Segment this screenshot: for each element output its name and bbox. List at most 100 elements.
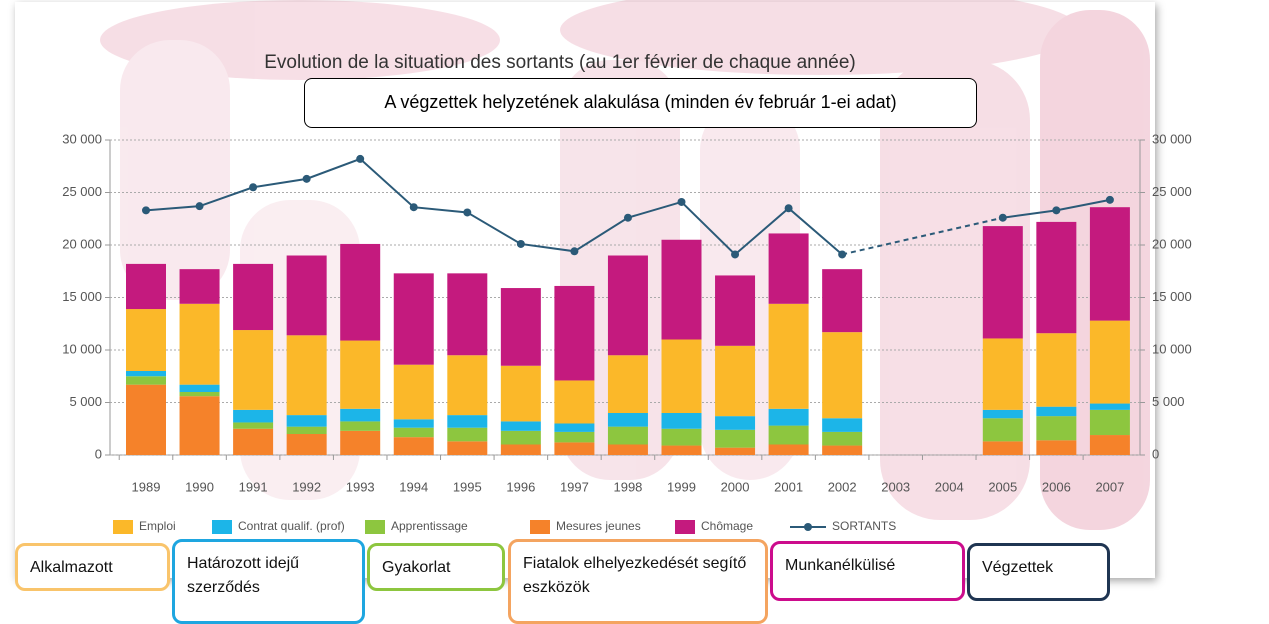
translation-box: Határozott idejű szerződés — [172, 539, 365, 624]
bar-segment — [394, 365, 434, 420]
y-tick-label: 10 000 — [62, 341, 102, 356]
y-tick-label: 20 000 — [62, 236, 102, 251]
y2-tick-label: 20 000 — [1152, 236, 1192, 251]
bar-segment — [340, 421, 380, 430]
bar-segment — [1090, 207, 1130, 320]
y-tick-label: 25 000 — [62, 184, 102, 199]
bar-segment — [180, 385, 220, 392]
bar-segment — [180, 304, 220, 385]
x-tick-label: 2006 — [1042, 479, 1071, 494]
line-point — [196, 202, 204, 210]
bar-segment — [287, 434, 327, 455]
translation-box: Alkalmazott — [15, 543, 170, 591]
bar-segment — [608, 256, 648, 356]
line-point — [731, 250, 739, 258]
line-point — [838, 250, 846, 258]
x-tick-label: 2002 — [828, 479, 857, 494]
bar-segment — [287, 256, 327, 336]
annotation: A végzettek helyzetének alakulása (minde… — [304, 78, 977, 128]
y2-tick-label: 25 000 — [1152, 184, 1192, 199]
bar-segment — [1090, 321, 1130, 404]
bar-segment — [126, 309, 166, 371]
bar-segment — [822, 432, 862, 446]
bar-segment — [983, 338, 1023, 409]
legend-label: Apprentissage — [391, 519, 468, 533]
y2-tick-label: 0 — [1152, 446, 1159, 461]
bar-segment — [287, 335, 327, 415]
bar-segment — [662, 340, 702, 414]
translation-box: Gyakorlat — [367, 543, 505, 591]
bar-segment — [287, 415, 327, 427]
bar-segment — [501, 366, 541, 422]
line-point — [517, 240, 525, 248]
bar-segment — [608, 355, 648, 413]
bar-segment — [340, 431, 380, 455]
bar-segment — [447, 415, 487, 428]
y-tick-label: 5 000 — [69, 394, 102, 409]
bar-segment — [447, 428, 487, 442]
x-tick-label: 1995 — [453, 479, 482, 494]
x-tick-label: 1997 — [560, 479, 589, 494]
bar-segment — [1090, 435, 1130, 455]
line-point — [356, 155, 364, 163]
translation-box: Végzettek — [967, 543, 1110, 601]
x-tick-label: 2000 — [721, 479, 750, 494]
bar-segment — [608, 445, 648, 456]
bar-segment — [554, 380, 594, 423]
y-tick-label: 30 000 — [62, 131, 102, 146]
legend-swatch — [365, 520, 385, 534]
line-point — [142, 206, 150, 214]
legend-swatch — [212, 520, 232, 534]
bar-segment — [287, 427, 327, 434]
bar-segment — [1036, 333, 1076, 407]
bar-segment — [983, 441, 1023, 455]
bar-segment — [340, 409, 380, 422]
bar-segment — [180, 269, 220, 304]
x-tick-label: 1989 — [132, 479, 161, 494]
bar-segment — [394, 437, 434, 455]
bar-segment — [233, 410, 273, 423]
bar-segment — [501, 431, 541, 445]
x-tick-label: 1996 — [506, 479, 535, 494]
legend-label: SORTANTS — [832, 519, 896, 533]
bar-segment — [126, 376, 166, 384]
chart-title: Evolution de la situation des sortants (… — [264, 52, 855, 73]
bar-segment — [769, 426, 809, 445]
line-point — [678, 198, 686, 206]
bar-segment — [822, 418, 862, 432]
line-point — [249, 183, 257, 191]
bar-segment — [1090, 410, 1130, 435]
bar-segment — [1036, 407, 1076, 416]
legend-label: Emploi — [139, 519, 176, 533]
line-point — [1052, 206, 1060, 214]
bar-segment — [554, 432, 594, 443]
bar-segment — [233, 422, 273, 428]
bar-segment — [1036, 416, 1076, 440]
x-tick-label: 1991 — [239, 479, 268, 494]
bar-segment — [662, 429, 702, 446]
x-tick-label: 1993 — [346, 479, 375, 494]
bar-segment — [394, 273, 434, 364]
bar-segment — [126, 264, 166, 309]
bar-segment — [394, 419, 434, 427]
bar-segment — [662, 446, 702, 455]
bar-segment — [1036, 222, 1076, 333]
bar-segment — [340, 244, 380, 341]
translation-box: Fiatalok elhelyezkedését segítő eszközök — [508, 539, 768, 624]
line-point — [303, 175, 311, 183]
y2-tick-label: 10 000 — [1152, 341, 1192, 356]
x-tick-label: 2001 — [774, 479, 803, 494]
bar-segment — [769, 304, 809, 409]
y2-tick-label: 5 000 — [1152, 394, 1185, 409]
bar-segment — [662, 413, 702, 429]
bar-segment — [983, 226, 1023, 338]
bar-segment — [447, 273, 487, 355]
page: {"chart_data": {"type": "bar", "title": … — [0, 0, 1269, 624]
legend-swatch — [675, 520, 695, 534]
bar-segment — [769, 409, 809, 426]
x-tick-label: 2004 — [935, 479, 964, 494]
line-point — [463, 208, 471, 216]
bar-segment — [501, 421, 541, 430]
bar-segment — [983, 410, 1023, 418]
bar-segment — [715, 275, 755, 345]
